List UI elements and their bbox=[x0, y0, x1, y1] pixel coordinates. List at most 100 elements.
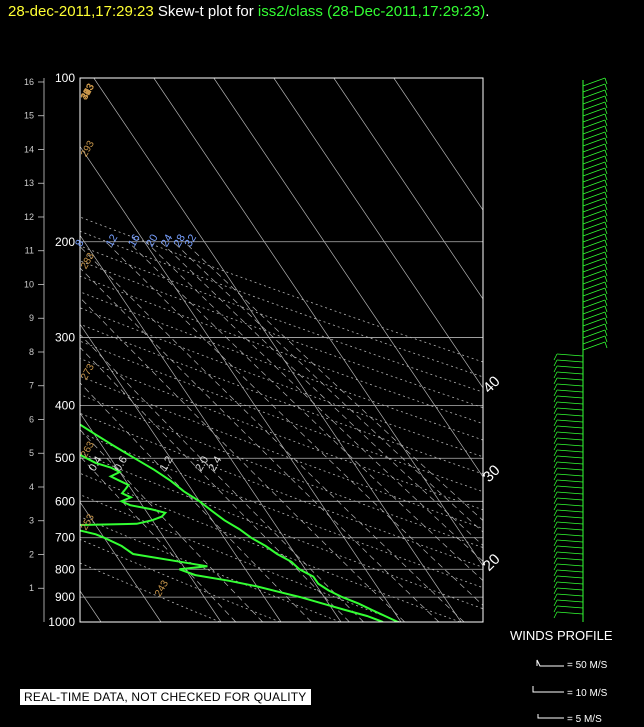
mixing-ratio-line bbox=[80, 346, 350, 622]
wind-barb-feather bbox=[553, 605, 558, 613]
pressure-label: 900 bbox=[55, 590, 75, 604]
wind-barb-feather bbox=[604, 119, 608, 127]
wind-barb-feather bbox=[604, 155, 608, 163]
wind-barb-feather bbox=[604, 191, 608, 199]
dry-adiabat-line bbox=[80, 516, 341, 622]
mixing-ratio-line bbox=[80, 267, 440, 622]
wind-barb bbox=[556, 509, 584, 513]
wind-barb bbox=[582, 161, 606, 171]
isotherm-line bbox=[153, 78, 483, 567]
dry-adiabat-label: 283 bbox=[79, 251, 97, 271]
wind-barb-feather bbox=[604, 245, 608, 253]
wind-barb bbox=[556, 479, 584, 483]
wind-barb-feather bbox=[553, 407, 558, 415]
dry-adiabat-label: 293 bbox=[79, 139, 97, 159]
height-label: 1 bbox=[29, 583, 34, 593]
dry-adiabat-label: 243 bbox=[153, 578, 171, 598]
dry-adiabat-label: 273 bbox=[79, 362, 97, 382]
wind-legend-50-glyph bbox=[536, 659, 564, 667]
isotherm-line bbox=[80, 501, 162, 622]
wind-barb bbox=[556, 569, 584, 573]
isotherm-line bbox=[93, 78, 462, 622]
wind-barb bbox=[582, 233, 606, 243]
wind-legend-5-glyph bbox=[537, 714, 564, 719]
wind-barb bbox=[582, 119, 606, 129]
height-label: 5 bbox=[29, 448, 34, 458]
wind-barb-feather bbox=[604, 305, 608, 313]
wind-barb bbox=[556, 425, 584, 429]
height-label: 16 bbox=[24, 77, 34, 87]
wind-barb-feather bbox=[604, 263, 608, 271]
wind-barb bbox=[556, 413, 584, 417]
height-label: 14 bbox=[24, 144, 34, 154]
dry-adiabat-line bbox=[80, 230, 483, 378]
wind-barb bbox=[556, 599, 584, 603]
pressure-label: 800 bbox=[55, 562, 75, 576]
wind-barb-feather bbox=[553, 575, 558, 583]
wind-barb bbox=[556, 437, 584, 441]
wind-barb-feather bbox=[553, 389, 558, 397]
wind-barb bbox=[556, 527, 584, 531]
wind-barb bbox=[556, 419, 584, 423]
pressure-label: 400 bbox=[55, 399, 75, 413]
isotherm-line bbox=[80, 234, 342, 622]
wind-barb bbox=[582, 179, 606, 189]
wind-barb-feather bbox=[604, 125, 608, 133]
winds-profile-title: WINDS PROFILE bbox=[510, 628, 613, 643]
wind-barb-feather bbox=[604, 233, 608, 241]
wind-barb-profile bbox=[532, 77, 608, 719]
wind-barb-feather bbox=[553, 437, 558, 445]
wind-barb-feather bbox=[604, 317, 608, 325]
header-source: iss2/class (28-Dec-2011,17:29:23) bbox=[257, 3, 486, 20]
wind-barb bbox=[582, 95, 606, 105]
wind-legend-50: = 50 M/S bbox=[567, 660, 608, 671]
mixing-ratio-line bbox=[145, 241, 483, 562]
wind-barb bbox=[582, 185, 606, 195]
wind-barb-feather bbox=[553, 359, 558, 367]
height-label: 12 bbox=[24, 212, 34, 222]
wind-barb-feather bbox=[553, 611, 558, 619]
wind-barb bbox=[556, 539, 584, 543]
wind-barb bbox=[556, 557, 584, 561]
mixing-ratio-line bbox=[184, 241, 483, 521]
height-label: 4 bbox=[29, 482, 34, 492]
wind-barb-feather bbox=[604, 131, 608, 139]
wind-barb-feather bbox=[553, 533, 558, 541]
wind-barb-feather bbox=[604, 143, 608, 151]
wind-barb bbox=[582, 101, 606, 111]
wind-barb-feather bbox=[604, 281, 608, 289]
dry-adiabat-line bbox=[80, 307, 483, 458]
isotherm-grid bbox=[80, 78, 483, 622]
wind-barb-feather bbox=[604, 227, 608, 235]
height-label: 6 bbox=[29, 414, 34, 424]
wind-barb-feather bbox=[604, 77, 608, 85]
wind-barb bbox=[582, 281, 606, 291]
wind-barb bbox=[582, 257, 606, 267]
dry-adiabat-line bbox=[80, 358, 483, 511]
wind-barb-feather bbox=[604, 89, 608, 97]
wind-barb bbox=[556, 395, 584, 399]
wind-barb-feather bbox=[604, 137, 608, 145]
dry-adiabat-line bbox=[80, 260, 483, 409]
dry-adiabat-line bbox=[80, 432, 483, 589]
wind-barb-feather bbox=[553, 383, 558, 391]
height-label: 9 bbox=[29, 313, 34, 323]
wind-barb bbox=[582, 215, 606, 225]
wind-barb-feather bbox=[553, 587, 558, 595]
wind-barb bbox=[582, 125, 606, 135]
wind-barb bbox=[582, 287, 606, 297]
wind-barb-feather bbox=[604, 167, 608, 175]
wind-barb bbox=[582, 263, 606, 273]
wind-barb-feather bbox=[604, 293, 608, 301]
height-label: 2 bbox=[29, 549, 34, 559]
wind-barb bbox=[582, 323, 606, 333]
wind-barb-feather bbox=[553, 413, 558, 421]
dry-adiabat-line bbox=[80, 375, 483, 529]
wind-barb-feather bbox=[553, 365, 558, 373]
wind-barb bbox=[556, 503, 584, 507]
axis-labels: 1002003004005006007008009001000123456789… bbox=[24, 71, 504, 629]
mixing-ratio-line bbox=[105, 241, 483, 606]
wind-barb-feather bbox=[553, 551, 558, 559]
wind-barb bbox=[556, 359, 584, 363]
wind-barb-feather bbox=[604, 215, 608, 223]
